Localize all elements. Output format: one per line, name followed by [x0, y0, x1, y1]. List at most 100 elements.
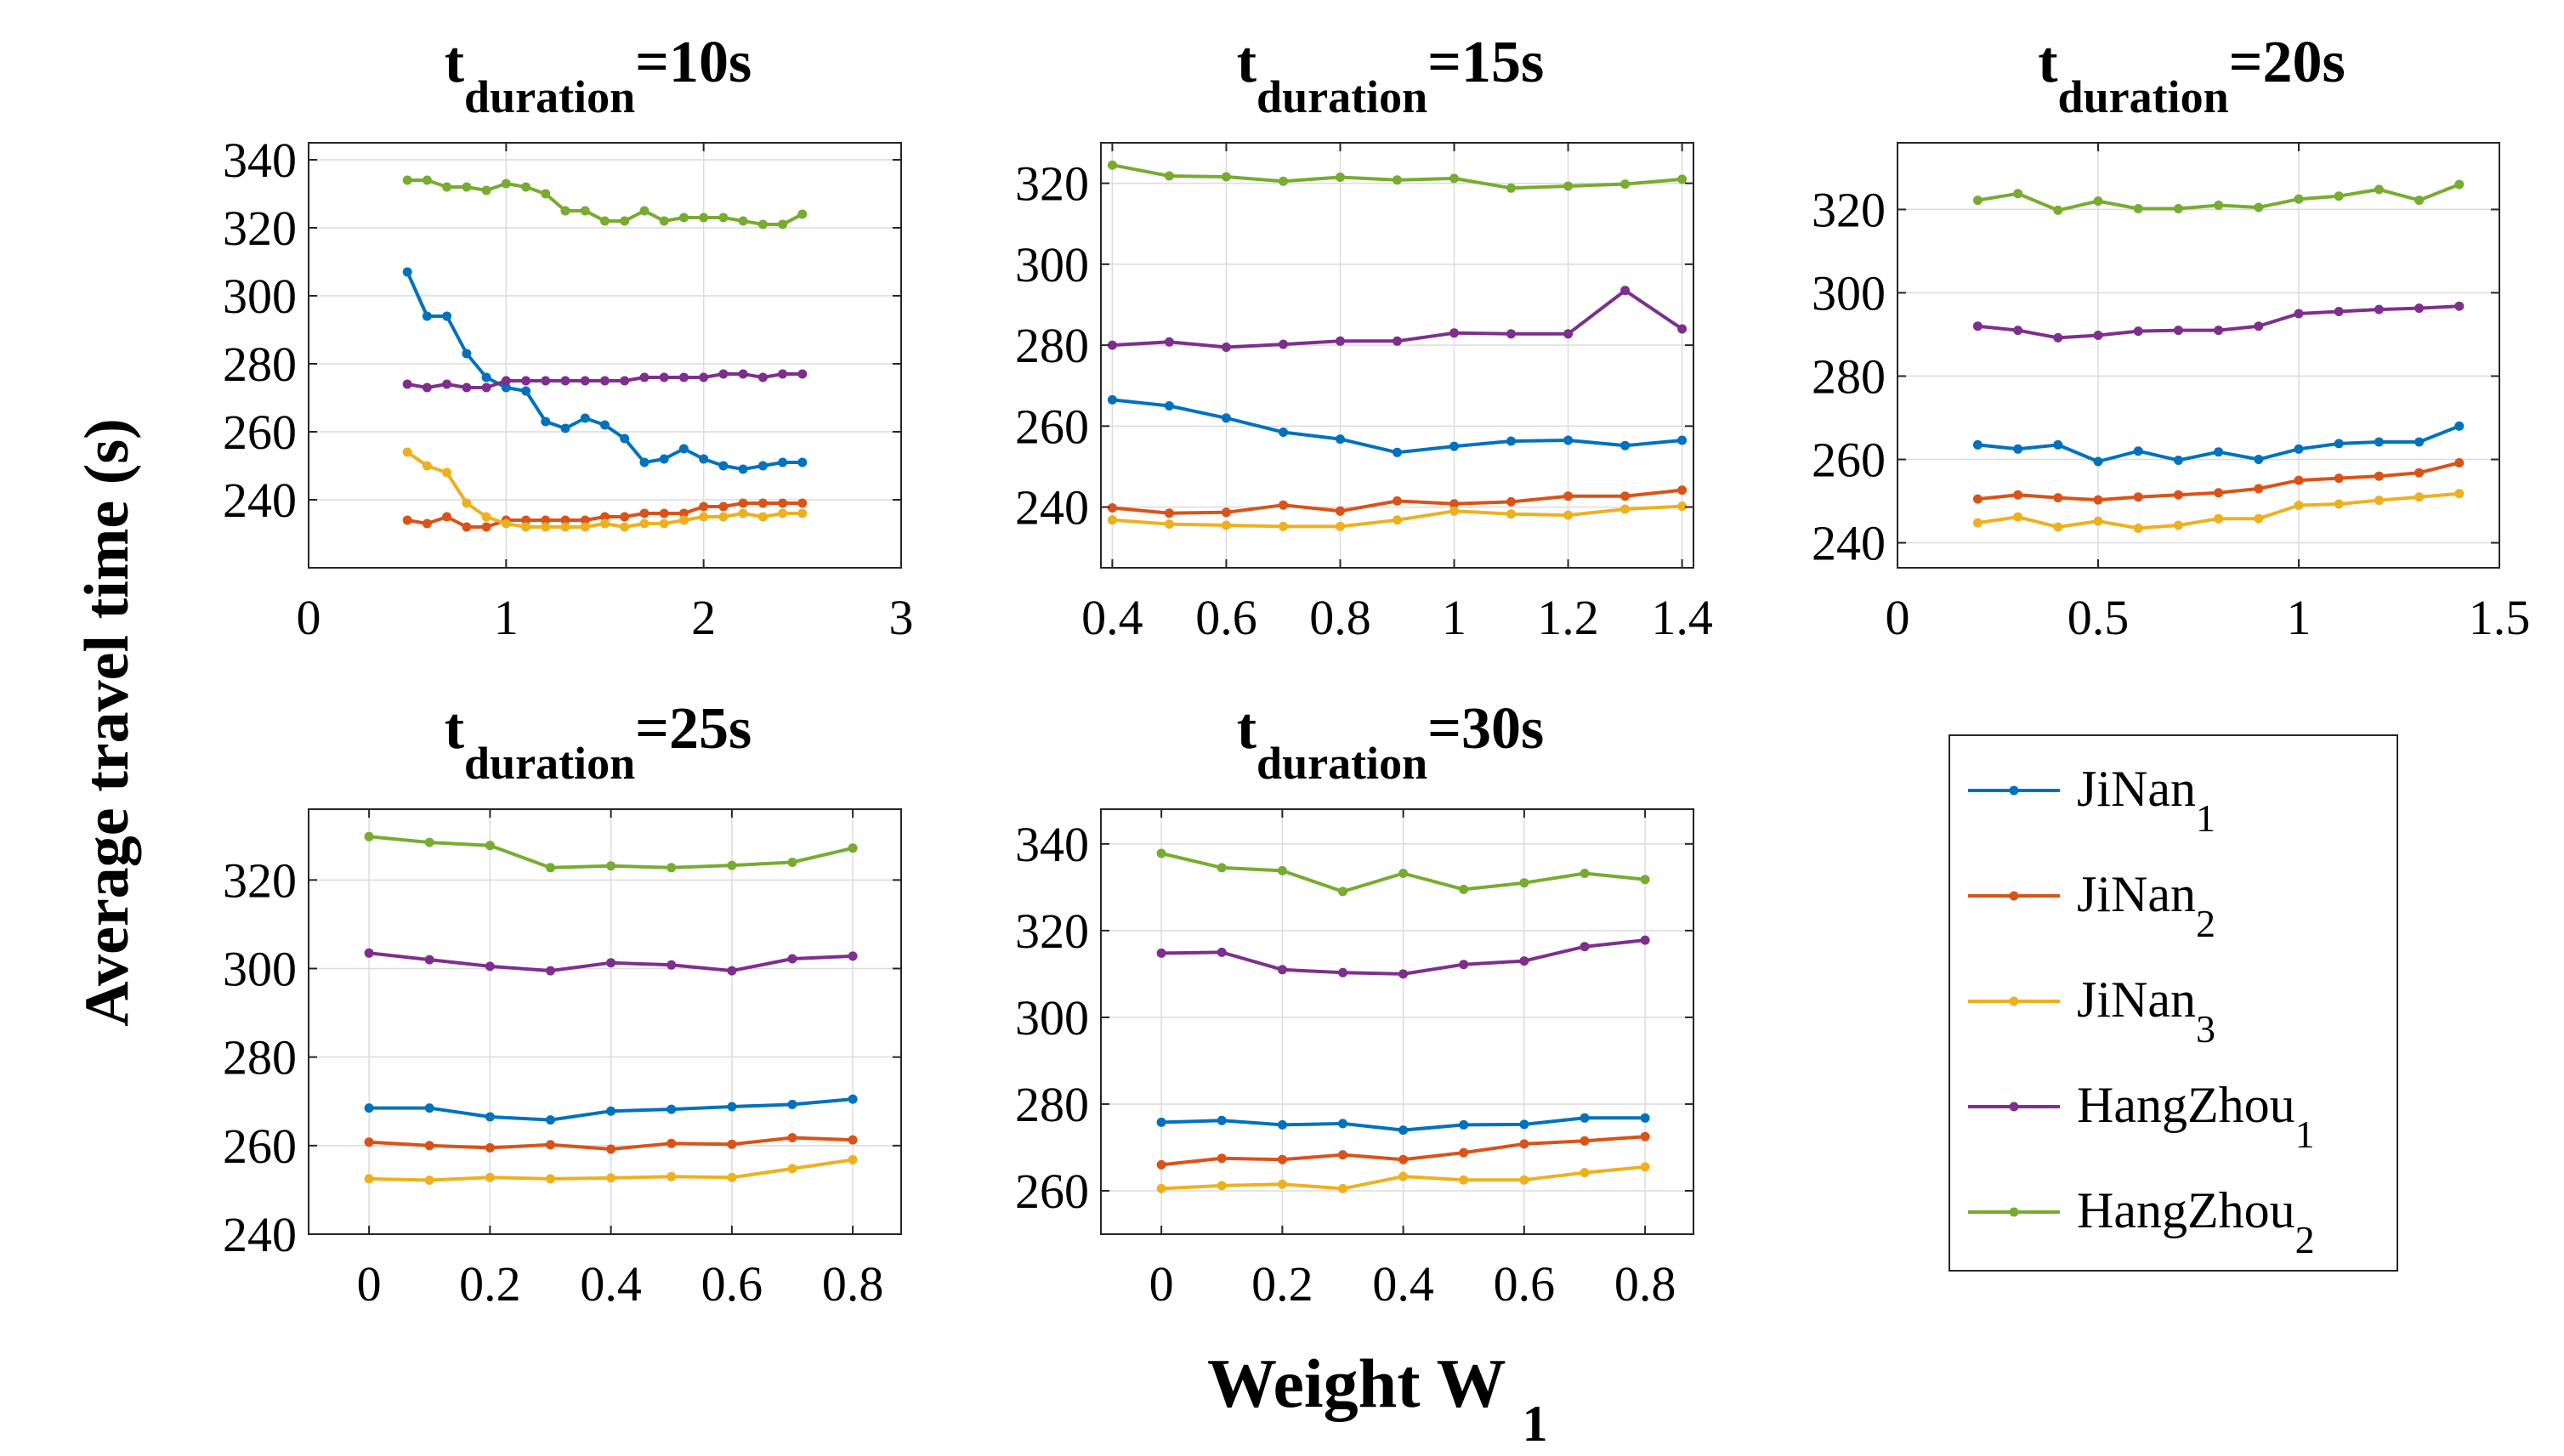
data-point-JiNan1: [2133, 446, 2143, 456]
y-tick-label: 280: [223, 1030, 297, 1085]
data-point-JiNan2: [699, 501, 709, 512]
data-point-HangZhou1: [541, 376, 551, 386]
data-point-HangZhou1: [1459, 960, 1469, 970]
x-axis-label-main: Weight W: [1207, 1345, 1506, 1422]
data-point-JiNan2: [2173, 490, 2183, 500]
data-point-HangZhou2: [422, 175, 432, 185]
title-suffix: =10s: [635, 30, 752, 95]
data-point-JiNan3: [580, 522, 590, 532]
title-base: t: [1237, 696, 1256, 762]
data-point-JiNan1: [1393, 447, 1402, 457]
data-point-JiNan2: [1459, 1147, 1469, 1158]
data-point-HangZhou2: [2254, 202, 2264, 212]
x-axis-label-sub: 1: [1523, 1396, 1548, 1452]
data-point-JiNan1: [2374, 437, 2384, 447]
data-point-JiNan3: [402, 447, 412, 457]
data-point-JiNan1: [1338, 1119, 1347, 1129]
data-point-JiNan3: [1279, 521, 1288, 531]
data-point-JiNan2: [1393, 496, 1402, 506]
data-point-JiNan1: [1164, 401, 1174, 411]
data-point-JiNan2: [718, 501, 729, 512]
data-point-JiNan3: [1398, 1171, 1409, 1181]
data-point-JiNan2: [2133, 492, 2143, 502]
data-point-JiNan3: [1972, 518, 1983, 528]
data-point-HangZhou1: [1107, 340, 1117, 350]
data-point-HangZhou2: [2414, 195, 2425, 206]
data-point-HangZhou1: [1393, 336, 1402, 346]
data-point-HangZhou1: [1580, 942, 1590, 952]
data-point-HangZhou1: [1519, 956, 1529, 966]
x-tick-label: 0.2: [1251, 1256, 1313, 1312]
data-point-JiNan2: [462, 522, 472, 532]
data-point-HangZhou1: [678, 372, 689, 382]
data-point-JiNan1: [1563, 435, 1574, 445]
y-tick-label: 260: [1015, 1164, 1089, 1219]
data-point-JiNan3: [2334, 499, 2344, 509]
data-point-JiNan1: [2053, 439, 2063, 450]
data-point-JiNan2: [402, 515, 412, 525]
data-point-JiNan2: [1338, 1150, 1347, 1160]
data-point-HangZhou2: [1398, 869, 1409, 878]
legend-label-JiNan3: JiNan3: [2077, 972, 2215, 1051]
data-point-HangZhou2: [659, 216, 669, 226]
data-point-JiNan1: [2294, 444, 2304, 454]
data-point-HangZhou2: [1156, 848, 1166, 858]
data-point-JiNan1: [364, 1103, 374, 1113]
data-point-JiNan1: [778, 457, 788, 467]
data-point-JiNan1: [1279, 428, 1288, 437]
data-point-JiNan1: [1677, 435, 1688, 445]
data-point-HangZhou1: [1563, 329, 1574, 339]
data-point-JiNan1: [600, 420, 610, 430]
data-point-HangZhou1: [521, 376, 531, 386]
data-point-JiNan1: [620, 433, 630, 444]
data-point-HangZhou2: [1338, 887, 1347, 897]
data-point-JiNan3: [2053, 522, 2063, 532]
y-tick-label: 300: [223, 942, 297, 997]
data-point-HangZhou2: [546, 863, 555, 873]
data-point-JiNan1: [2334, 439, 2344, 449]
data-point-JiNan1: [1221, 413, 1231, 423]
y-tick-label: 300: [1015, 990, 1089, 1045]
data-point-JiNan1: [1107, 394, 1117, 405]
subplot-20s: 0 0.5 1 1.5 240 260 280 300 320 tduration=20s: [1812, 30, 2530, 645]
data-point-JiNan3: [481, 512, 491, 522]
data-point-JiNan3: [778, 508, 788, 518]
data-point-HangZhou2: [560, 206, 570, 216]
data-point-JiNan3: [1221, 520, 1231, 530]
data-point-JiNan3: [424, 1176, 434, 1185]
y-tick-label: 280: [1015, 318, 1089, 373]
data-point-JiNan3: [1506, 509, 1516, 519]
data-point-JiNan2: [620, 512, 630, 522]
subplot-30s: 0 0.2 0.4 0.6 0.8 260 280 300 320 340 tduration=30…: [1015, 696, 1694, 1312]
data-point-HangZhou1: [560, 376, 570, 386]
data-point-HangZhou1: [787, 954, 797, 964]
data-point-JiNan3: [1336, 521, 1345, 531]
data-point-HangZhou1: [2093, 331, 2103, 340]
y-tick-label: 260: [223, 1119, 297, 1174]
data-point-JiNan3: [757, 512, 768, 522]
data-point-JiNan1: [1277, 1119, 1287, 1130]
title-sub: duration: [464, 738, 635, 789]
data-point-JiNan1: [560, 423, 570, 433]
legend-label-HangZhou1: HangZhou1: [2077, 1077, 2315, 1156]
subplot-title: tduration=10s: [445, 30, 752, 122]
title-suffix: =15s: [1427, 30, 1544, 95]
data-point-HangZhou1: [699, 372, 709, 382]
data-point-JiNan2: [2334, 473, 2344, 484]
data-point-HangZhou1: [364, 948, 374, 958]
legend-marker-HangZhou1: [2009, 1102, 2019, 1112]
data-point-HangZhou1: [2414, 303, 2425, 314]
data-point-HangZhou1: [1336, 336, 1345, 346]
x-tick-label: 0: [1149, 1256, 1174, 1312]
data-point-JiNan2: [2053, 493, 2063, 503]
x-tick-label: 1.2: [1537, 590, 1599, 645]
data-point-HangZhou2: [1336, 173, 1345, 182]
data-point-JiNan2: [1221, 507, 1231, 518]
data-point-JiNan1: [848, 1094, 858, 1104]
y-tick-label: 260: [1812, 433, 1886, 488]
data-point-HangZhou1: [1398, 969, 1409, 979]
data-point-HangZhou2: [787, 858, 797, 867]
title-base: t: [2038, 30, 2057, 95]
data-point-HangZhou2: [1506, 183, 1516, 193]
data-point-JiNan3: [797, 508, 808, 518]
